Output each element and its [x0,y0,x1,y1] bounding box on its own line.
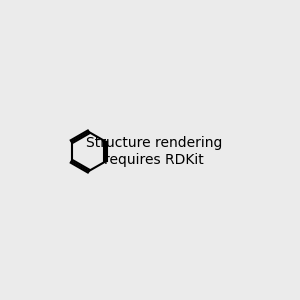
Text: Structure rendering
requires RDKit: Structure rendering requires RDKit [85,136,222,166]
